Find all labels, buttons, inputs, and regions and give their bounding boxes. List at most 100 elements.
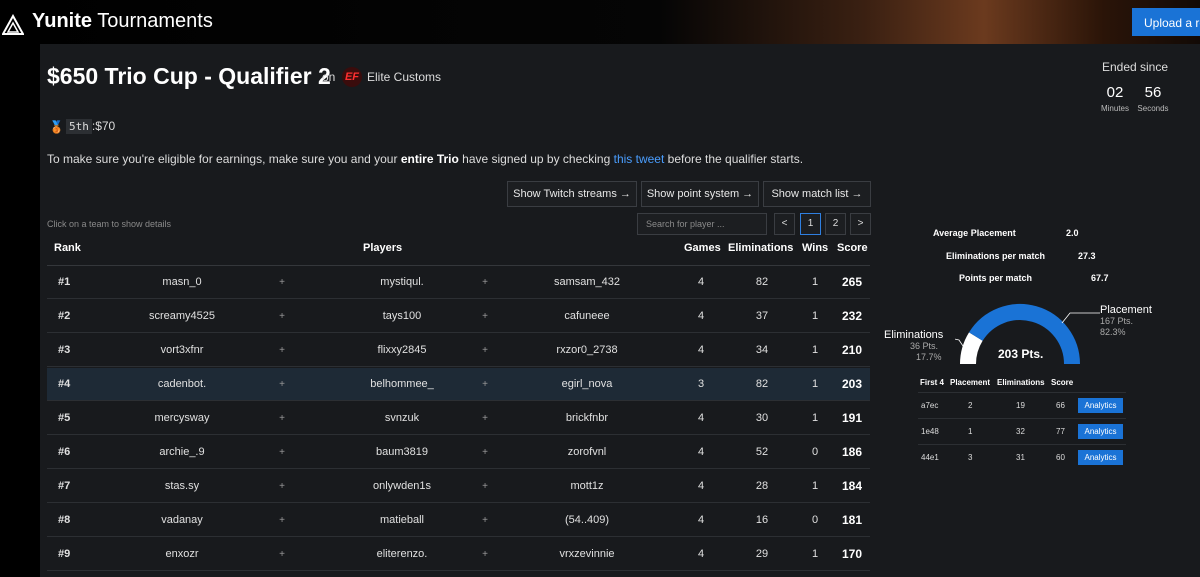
table-hint: Click on a team to show details (47, 219, 172, 229)
games-cell: 4 (697, 514, 705, 526)
games-cell: 4 (697, 276, 705, 288)
page-title: $650 Trio Cup - Qualifier 2 (47, 63, 331, 89)
player-3-cell: (54..409) (564, 514, 610, 526)
analytics-button[interactable]: Analytics (1078, 450, 1123, 465)
on-label: on (322, 70, 336, 84)
score-cell: 232 (841, 309, 863, 323)
column-header-rank: Rank (54, 242, 81, 254)
player-2-cell: flixxy2845 (377, 344, 427, 356)
gauge-elims-points: 36 Pts. (910, 341, 939, 351)
plus-icon: + (279, 447, 285, 458)
rank-cell: #9 (58, 548, 71, 560)
eliminations-cell: 52 (755, 446, 769, 458)
analytics-button[interactable]: Analytics (1078, 424, 1123, 439)
player-1-cell: vadanay (161, 514, 203, 526)
player-search-input[interactable] (637, 213, 767, 235)
analytics-button[interactable]: Analytics (1078, 398, 1123, 413)
player-3-cell: mott1z (570, 480, 604, 492)
player-3-cell: vrxzevinnie (559, 548, 615, 560)
gauge-placement-label: Placement (1100, 304, 1152, 316)
games-cell: 4 (697, 344, 705, 356)
pagination-next-button[interactable]: > (850, 213, 871, 235)
rank-cell: #4 (58, 378, 71, 390)
plus-icon: + (482, 277, 488, 288)
table-row[interactable]: #5 mercysway + svnzuk + brickfnbr 4 30 1 191 (47, 402, 870, 435)
show-point-system-button[interactable]: Show point system → (641, 181, 759, 207)
countdown-minutes-label: Minutes (1100, 104, 1129, 113)
pagination-page-2[interactable]: 2 (825, 213, 846, 235)
table-row[interactable]: #2 screamy4525 + tays100 + cafuneee 4 37 1 232 (47, 300, 870, 333)
brand-title[interactable]: Yunite Tournaments (32, 10, 213, 32)
player-3-cell: samsam_432 (553, 276, 621, 288)
player-1-cell: archie_.9 (159, 446, 205, 458)
column-header-score: Score (837, 242, 868, 254)
org-logo-icon[interactable]: EF (342, 67, 362, 87)
player-2-cell: matieball (379, 514, 425, 526)
show-match-list-button[interactable]: Show match list → (763, 181, 871, 207)
match-elims-cell: 32 (1016, 427, 1025, 436)
games-cell: 4 (697, 548, 705, 560)
points-per-match-label: Points per match (959, 273, 1033, 283)
eliminations-cell: 82 (755, 378, 769, 390)
gauge-elims-pointer (955, 338, 968, 353)
org-name-link[interactable]: Elite Customs (367, 70, 442, 84)
plus-icon: + (279, 413, 285, 424)
player-1-cell: mercysway (154, 412, 210, 424)
match-score-cell: 77 (1056, 427, 1065, 436)
player-2-cell: tays100 (382, 310, 422, 322)
table-row[interactable]: #9 enxozr + eliterenzo. + vrxzevinnie 4 29 1 170 (47, 538, 870, 571)
elims-per-match-value: 27.3 (1078, 251, 1096, 261)
match-header-id: First 4 (920, 378, 945, 387)
table-header-divider (47, 265, 870, 266)
wins-cell: 0 (811, 446, 819, 458)
player-2-cell: svnzuk (384, 412, 420, 424)
pagination-prev-button[interactable]: < (774, 213, 795, 235)
match-placement-cell: 3 (968, 453, 973, 462)
match-id-cell: 44e1 (921, 453, 939, 462)
plus-icon: + (482, 515, 488, 526)
player-3-cell: zorofvnl (567, 446, 607, 458)
eliminations-cell: 29 (755, 548, 769, 560)
wins-cell: 0 (811, 514, 819, 526)
wins-cell: 1 (811, 548, 819, 560)
wins-cell: 1 (811, 412, 819, 424)
column-header-games: Games (684, 242, 721, 254)
tweet-link[interactable]: this tweet (613, 152, 665, 166)
table-row[interactable]: #6 archie_.9 + baum3819 + zorofvnl 4 52 0 186 (47, 436, 870, 469)
show-twitch-streams-button[interactable]: Show Twitch streams → (507, 181, 637, 207)
player-2-cell: baum3819 (376, 446, 428, 458)
player-2-cell: belhommee_ (370, 378, 434, 390)
match-header-score: Score (1051, 378, 1074, 387)
countdown-seconds: 56 (1144, 84, 1162, 101)
plus-icon: + (482, 447, 488, 458)
avg-placement-label: Average Placement (933, 228, 1016, 238)
table-row[interactable]: #8 vadanay + matieball + (54..409) 4 16 0 181 (47, 504, 870, 537)
points-per-match-value: 67.7 (1091, 273, 1109, 283)
yunite-logo-icon[interactable] (2, 14, 24, 36)
score-cell: 170 (841, 547, 863, 561)
table-row[interactable]: #7 stas.sy + onlywden1s + mott1z 4 28 1 184 (47, 470, 870, 503)
games-cell: 4 (697, 412, 705, 424)
gauge-placement-percent: 82.3% (1100, 327, 1126, 337)
player-1-cell: screamy4525 (148, 310, 216, 322)
player-1-cell: enxozr (165, 548, 199, 560)
wins-cell: 1 (811, 310, 819, 322)
table-row[interactable]: #1 masn_0 + mystiqul. + samsam_432 4 82 1 265 (47, 266, 870, 299)
prize-place: 5th (66, 119, 92, 134)
upload-replay-button[interactable]: Upload a replay (1132, 8, 1200, 36)
column-header-players: Players (363, 242, 403, 254)
score-cell: 181 (841, 513, 863, 527)
table-row[interactable]: #4 cadenbot. + belhommee_ + egirl_nova 3 82 1 203 (47, 368, 870, 401)
prize-amount: :$70 (91, 119, 116, 133)
match-elims-cell: 19 (1016, 401, 1025, 410)
gauge-elims-percent: 17.7% (916, 352, 942, 362)
table-row[interactable]: #3 vort3xfnr + flixxy2845 + rxzor0_2738 4 34 1 21… (47, 334, 870, 367)
eliminations-cell: 16 (755, 514, 769, 526)
gauge-placement-segment (969, 304, 1080, 365)
rank-cell: #8 (58, 514, 71, 526)
column-header-eliminations: Eliminations (728, 242, 794, 254)
wins-cell: 1 (811, 344, 819, 356)
pagination-page-1[interactable]: 1 (800, 213, 821, 235)
eliminations-cell: 82 (755, 276, 769, 288)
plus-icon: + (482, 379, 488, 390)
